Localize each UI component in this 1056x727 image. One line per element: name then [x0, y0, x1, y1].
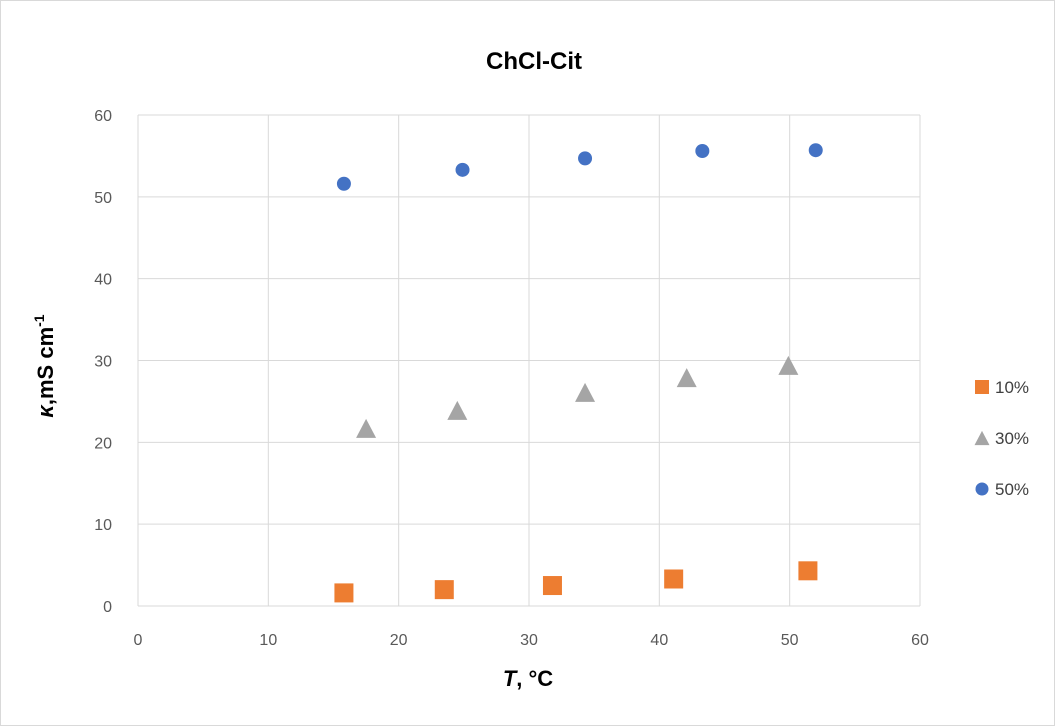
y-tick-label: 10: [94, 517, 112, 534]
legend-label: 50%: [995, 480, 1029, 499]
legend-marker-50%: [975, 482, 989, 496]
y-tick-label: 60: [94, 108, 112, 125]
legend-marker-10%: [975, 380, 989, 394]
x-axis-variable: T: [503, 666, 518, 691]
data-point-10%: [542, 576, 562, 596]
y-axis-unit: ,mS cm: [33, 327, 58, 405]
data-point-30%: [447, 400, 468, 420]
tick-labels: 0 10 20 30 40 50 60 0 10 20 30 40 50 60: [94, 108, 929, 649]
data-point-30%: [575, 382, 596, 402]
data-point-50%: [455, 162, 470, 177]
y-tick-label: 0: [103, 599, 112, 616]
y-tick-label: 30: [94, 354, 112, 371]
legend-marker-30%: [974, 430, 990, 446]
data-point-30%: [778, 355, 799, 375]
data-point-10%: [798, 561, 818, 581]
data-point-10%: [334, 583, 354, 603]
x-tick-label: 0: [134, 632, 143, 649]
x-axis-unit: , °C: [516, 666, 553, 691]
y-tick-label: 20: [94, 435, 112, 452]
y-tick-label: 40: [94, 272, 112, 289]
data-point-10%: [664, 569, 684, 589]
chart-title: ChCl-Cit: [486, 48, 582, 75]
y-axis-variable: κ: [33, 404, 58, 418]
x-tick-label: 50: [781, 632, 799, 649]
gridlines: [137, 114, 921, 607]
data-point-10%: [434, 580, 454, 600]
x-tick-label: 20: [390, 632, 408, 649]
data-point-30%: [676, 368, 697, 388]
data-point-30%: [356, 418, 377, 438]
data-points: [334, 143, 823, 603]
x-tick-label: 30: [520, 632, 538, 649]
legend-label: 10%: [995, 378, 1029, 397]
x-tick-label: 10: [259, 632, 277, 649]
data-point-50%: [578, 151, 593, 166]
legend-label: 30%: [995, 429, 1029, 448]
x-tick-label: 40: [650, 632, 668, 649]
data-point-50%: [808, 143, 823, 158]
y-tick-label: 50: [94, 190, 112, 207]
data-point-50%: [336, 176, 351, 191]
data-point-50%: [695, 144, 710, 159]
legend: 10% 30% 50%: [974, 378, 1029, 499]
x-tick-label: 60: [911, 632, 929, 649]
y-axis-label: κ,mS cm-1: [31, 314, 58, 417]
y-axis-unit-superscript: -1: [31, 314, 47, 327]
x-axis-label: T, °C: [503, 666, 553, 691]
